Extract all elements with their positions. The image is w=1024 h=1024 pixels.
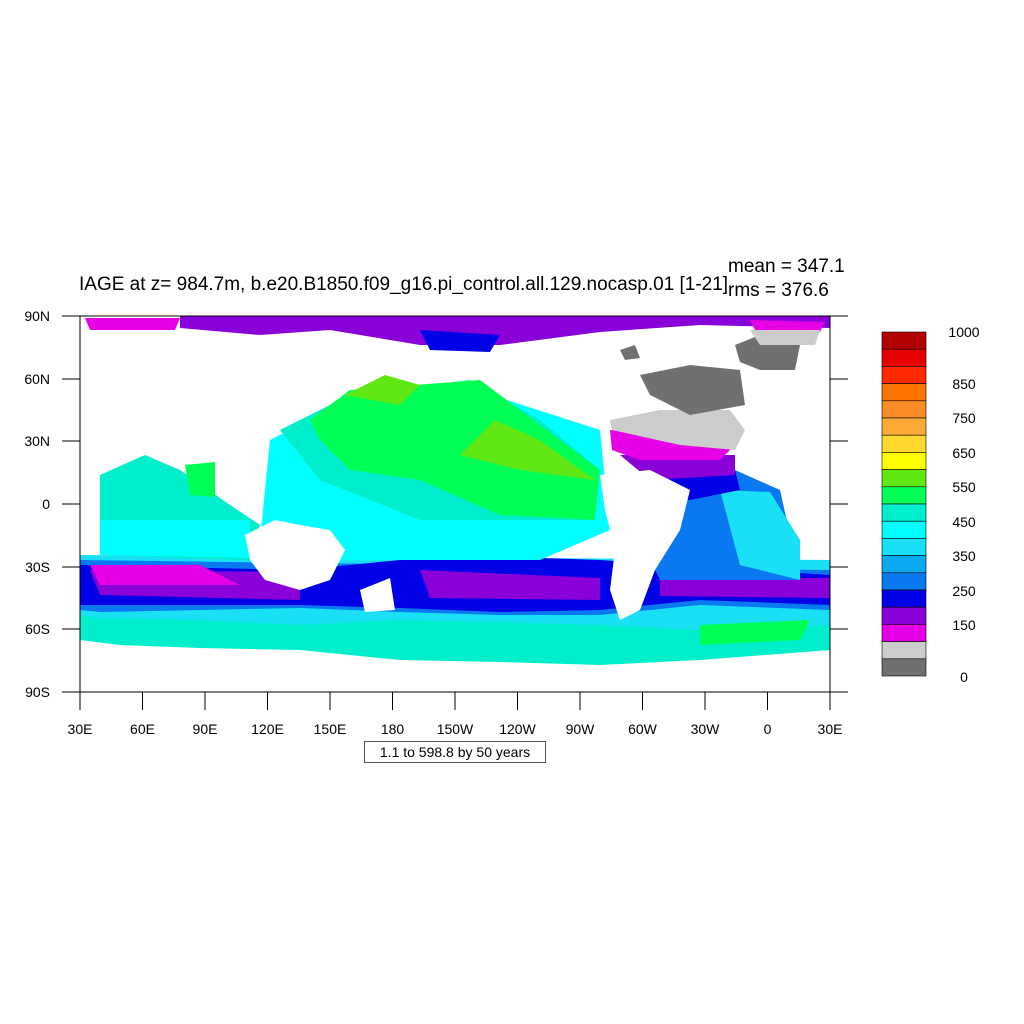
colorbar-swatch xyxy=(881,469,927,488)
x-tick-label: 180 xyxy=(380,721,405,737)
colorbar-label: 0 xyxy=(960,669,968,685)
contour-arctic-magenta-w xyxy=(85,318,180,330)
x-tick-label: 150W xyxy=(436,721,474,737)
plot-title: IAGE at z= 984.7m, b.e20.B1850.f09_g16.p… xyxy=(79,274,729,295)
colorbar-swatch xyxy=(881,400,927,419)
contour-field xyxy=(80,316,830,665)
x-tick-label: 30W xyxy=(690,721,720,737)
x-tick-label: 30E xyxy=(817,721,843,737)
y-tick-label: 60S xyxy=(25,621,50,637)
y-tick-label: 0 xyxy=(42,496,50,512)
colorbar xyxy=(881,331,927,677)
colorbar-swatch xyxy=(881,589,927,608)
colorbar-label: 150 xyxy=(952,617,976,633)
colorbar-swatch xyxy=(881,366,927,384)
contour-indian-green xyxy=(185,462,215,497)
colorbar-swatch xyxy=(881,452,927,470)
x-tick-label: 30E xyxy=(67,721,93,737)
contour-pacific-green xyxy=(310,380,600,520)
contour-pacific-lime xyxy=(345,375,420,405)
colorbar-label: 250 xyxy=(952,583,976,599)
colorbar-swatch xyxy=(881,658,927,677)
contour-arctic-blue xyxy=(420,330,500,352)
colorbar-swatch xyxy=(881,331,927,350)
colorbar-swatch xyxy=(881,503,927,522)
colorbar-swatch xyxy=(881,606,927,625)
colorbar-label: 750 xyxy=(952,410,976,426)
land-australia xyxy=(245,520,345,590)
contour-gray-light xyxy=(610,410,745,450)
mean-stat: mean = 347.1 xyxy=(728,256,845,277)
colorbar-swatch xyxy=(881,520,927,539)
colorbar-swatch xyxy=(881,572,927,591)
contour-gray-dark3 xyxy=(620,345,640,360)
contour-pacific-lime2 xyxy=(460,420,595,480)
y-tick-label: 60N xyxy=(24,371,50,387)
land-south-america xyxy=(600,470,690,620)
contour-gray-light2 xyxy=(750,330,820,345)
footer-contour-info: 1.1 to 598.8 by 50 years xyxy=(364,741,546,763)
y-tick-marks xyxy=(62,315,848,693)
contour-atlantic-lightblue xyxy=(720,490,800,580)
colorbar-swatch xyxy=(881,434,927,453)
contour-southern-green xyxy=(700,620,810,645)
contour-indian-cyan xyxy=(100,520,250,558)
x-tick-label: 120E xyxy=(251,721,284,737)
colorbar-swatch xyxy=(881,348,927,367)
x-tick-label: 90E xyxy=(192,721,218,737)
land-antarctica-pen xyxy=(360,578,395,612)
colorbar-label: 650 xyxy=(952,445,976,461)
colorbar-label: 1000 xyxy=(948,324,980,340)
y-tick-label: 90N xyxy=(24,308,50,324)
colorbar-swatch xyxy=(881,486,927,505)
rms-stat: rms = 376.6 xyxy=(728,280,829,301)
colorbar-swatch xyxy=(881,641,927,660)
y-tick-label: 30S xyxy=(25,559,50,575)
colorbar-label: 850 xyxy=(952,376,976,392)
colorbar-swatch xyxy=(881,383,927,402)
contour-southern-magenta xyxy=(90,565,240,585)
colorbar-label: 350 xyxy=(952,548,976,564)
contour-gray-dark xyxy=(640,365,745,415)
contour-arctic-magenta-e xyxy=(750,320,825,332)
contour-southern-purple3 xyxy=(660,578,830,598)
colorbar-label: 550 xyxy=(952,479,976,495)
x-tick-label: 150E xyxy=(313,721,347,737)
x-tick-label: 60W xyxy=(628,721,657,737)
contour-southern-purple2 xyxy=(420,570,600,600)
colorbar-swatch xyxy=(881,555,927,574)
colorbar-swatch xyxy=(881,624,927,642)
x-tick-label: 90W xyxy=(565,721,595,737)
x-tick-label: 0 xyxy=(763,721,772,737)
contour-arctic-purple xyxy=(180,316,830,345)
colorbar-swatch xyxy=(881,538,927,556)
y-tick-label: 90S xyxy=(25,684,50,700)
y-tick-label: 30N xyxy=(24,433,50,449)
x-tick-marks xyxy=(79,692,831,710)
x-tick-label: 60E xyxy=(130,721,155,737)
colorbar-swatch xyxy=(881,417,927,436)
x-tick-label: 120W xyxy=(499,721,536,737)
colorbar-label: 450 xyxy=(952,514,976,530)
